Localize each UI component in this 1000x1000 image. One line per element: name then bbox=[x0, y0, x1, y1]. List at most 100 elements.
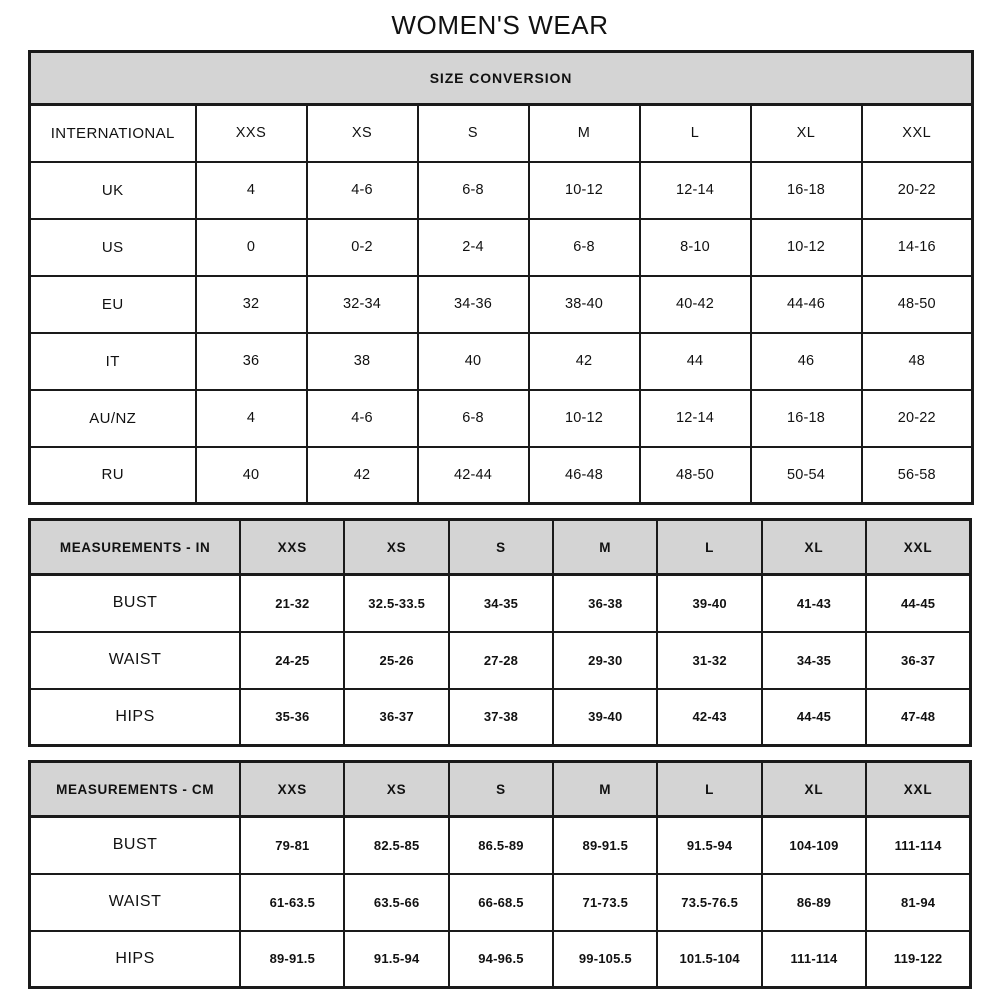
cell: 40 bbox=[416, 331, 530, 391]
cell: 6-8 bbox=[416, 160, 530, 220]
table-row: HIPS 89-91.5 91.5-94 94-96.5 99-105.5 10… bbox=[28, 929, 972, 989]
cell: 38 bbox=[305, 331, 419, 391]
cell: 41-43 bbox=[760, 573, 868, 633]
cell: 24-25 bbox=[239, 630, 346, 690]
column-header-m: M bbox=[552, 518, 659, 576]
measurements-in-header: MEASUREMENTS - IN XXS XS S M L XL XXL bbox=[28, 518, 972, 576]
column-header-m: M bbox=[552, 760, 659, 818]
cell: 39-40 bbox=[552, 687, 659, 747]
cell: 31-32 bbox=[656, 630, 763, 690]
row-label-waist: WAIST bbox=[28, 872, 242, 932]
cell: 91.5-94 bbox=[343, 929, 450, 989]
measurements-cm-table: MEASUREMENTS - CM XXS XS S M L XL XXL BU… bbox=[28, 760, 972, 989]
cell: 99-105.5 bbox=[552, 929, 659, 989]
cell: 36 bbox=[194, 331, 308, 391]
row-label-aunz: AU/NZ bbox=[28, 388, 197, 448]
column-header-xs: XS bbox=[305, 103, 419, 163]
cell: 12-14 bbox=[638, 160, 752, 220]
cell: 46-48 bbox=[527, 445, 641, 505]
cell: 10-12 bbox=[749, 217, 863, 277]
cell: 86.5-89 bbox=[447, 815, 555, 875]
column-header-xxl: XXL bbox=[865, 518, 972, 576]
cell: 40 bbox=[194, 445, 308, 505]
cell: 119-122 bbox=[865, 929, 972, 989]
cell: 16-18 bbox=[749, 388, 863, 448]
cell: 39-40 bbox=[656, 573, 763, 633]
measurements-cm-body: BUST 79-81 82.5-85 86.5-89 89-91.5 91.5-… bbox=[28, 815, 972, 989]
table-row: RU 40 42 42-44 46-48 48-50 50-54 56-58 bbox=[28, 445, 974, 505]
column-header-s: S bbox=[416, 103, 530, 163]
row-label-eu: EU bbox=[28, 274, 197, 334]
cell: 71-73.5 bbox=[552, 872, 659, 932]
row-label-uk: UK bbox=[28, 160, 197, 220]
page-title: WOMEN'S WEAR bbox=[391, 10, 609, 40]
cell: 63.5-66 bbox=[343, 872, 450, 932]
column-header-xxs: XXS bbox=[239, 760, 346, 818]
row-label-us: US bbox=[28, 217, 197, 277]
table-row: BUST 79-81 82.5-85 86.5-89 89-91.5 91.5-… bbox=[28, 815, 972, 875]
column-header-l: L bbox=[638, 103, 752, 163]
cell: 6-8 bbox=[527, 217, 641, 277]
size-conversion-header-row: INTERNATIONAL XXS XS S M L XL XXL bbox=[28, 103, 974, 163]
cell: 104-109 bbox=[760, 815, 868, 875]
cell: 2-4 bbox=[416, 217, 530, 277]
row-label-ru: RU bbox=[28, 445, 197, 505]
column-header-xxl: XXL bbox=[860, 103, 974, 163]
column-header-xl: XL bbox=[760, 760, 868, 818]
cell: 4 bbox=[194, 160, 308, 220]
measurements-in-title: MEASUREMENTS - IN bbox=[28, 518, 242, 576]
cell: 42-43 bbox=[656, 687, 763, 747]
cell: 32 bbox=[194, 274, 308, 334]
cell: 20-22 bbox=[860, 388, 974, 448]
cell: 0-2 bbox=[305, 217, 419, 277]
cell: 27-28 bbox=[447, 630, 555, 690]
cell: 48 bbox=[860, 331, 974, 391]
cell: 48-50 bbox=[638, 445, 752, 505]
cell: 89-91.5 bbox=[239, 929, 346, 989]
cell: 34-35 bbox=[447, 573, 555, 633]
size-conversion-banner-row: SIZE CONVERSION bbox=[28, 50, 974, 106]
cell: 86-89 bbox=[760, 872, 868, 932]
cell: 32-34 bbox=[305, 274, 419, 334]
table-row: IT 36 38 40 42 44 46 48 bbox=[28, 331, 974, 391]
measurements-cm-header-row: MEASUREMENTS - CM XXS XS S M L XL XXL bbox=[28, 760, 972, 818]
cell: 37-38 bbox=[447, 687, 555, 747]
table-row: US 0 0-2 2-4 6-8 8-10 10-12 14-16 bbox=[28, 217, 974, 277]
cell: 0 bbox=[194, 217, 308, 277]
cell: 32.5-33.5 bbox=[343, 573, 450, 633]
cell: 4 bbox=[194, 388, 308, 448]
cell: 4-6 bbox=[305, 388, 419, 448]
cell: 46 bbox=[749, 331, 863, 391]
cell: 48-50 bbox=[860, 274, 974, 334]
table-row: EU 32 32-34 34-36 38-40 40-42 44-46 48-5… bbox=[28, 274, 974, 334]
cell: 111-114 bbox=[760, 929, 868, 989]
table-row: UK 4 4-6 6-8 10-12 12-14 16-18 20-22 bbox=[28, 160, 974, 220]
column-header-xxl: XXL bbox=[865, 760, 972, 818]
cell: 50-54 bbox=[749, 445, 863, 505]
column-header-xxs: XXS bbox=[194, 103, 308, 163]
cell: 61-63.5 bbox=[239, 872, 346, 932]
cell: 29-30 bbox=[552, 630, 659, 690]
cell: 40-42 bbox=[638, 274, 752, 334]
cell: 101.5-104 bbox=[656, 929, 763, 989]
cell: 35-36 bbox=[239, 687, 346, 747]
cell: 82.5-85 bbox=[343, 815, 450, 875]
column-header-xs: XS bbox=[343, 518, 450, 576]
cell: 111-114 bbox=[865, 815, 972, 875]
cell: 21-32 bbox=[239, 573, 346, 633]
cell: 89-91.5 bbox=[552, 815, 659, 875]
measurements-cm-title: MEASUREMENTS - CM bbox=[28, 760, 242, 818]
cell: 91.5-94 bbox=[656, 815, 763, 875]
size-conversion-table: SIZE CONVERSION INTERNATIONAL XXS XS S M… bbox=[28, 50, 975, 505]
cell: 73.5-76.5 bbox=[656, 872, 763, 932]
column-header-l: L bbox=[656, 518, 763, 576]
cell: 94-96.5 bbox=[447, 929, 555, 989]
cell: 14-16 bbox=[860, 217, 974, 277]
row-label-bust: BUST bbox=[28, 573, 242, 633]
measurements-in-body: BUST 21-32 32.5-33.5 34-35 36-38 39-40 4… bbox=[28, 573, 972, 747]
cell: 6-8 bbox=[416, 388, 530, 448]
table-row: HIPS 35-36 36-37 37-38 39-40 42-43 44-45… bbox=[28, 687, 972, 747]
cell: 38-40 bbox=[527, 274, 641, 334]
cell: 36-37 bbox=[865, 630, 972, 690]
